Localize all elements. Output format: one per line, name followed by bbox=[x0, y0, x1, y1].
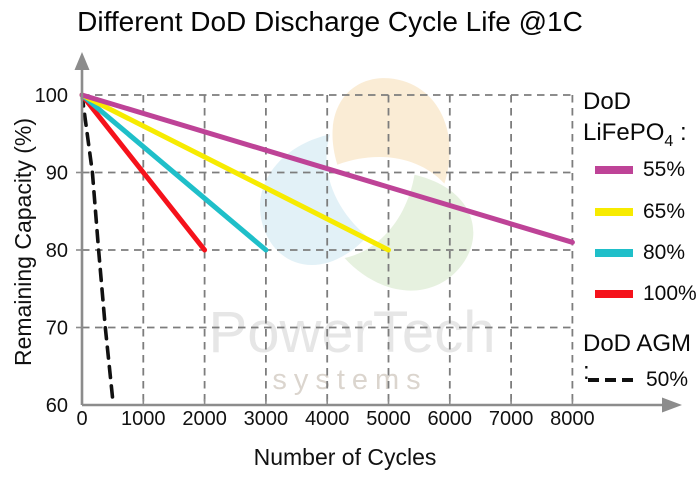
legend-title-chem-suffix: : bbox=[673, 119, 687, 146]
watermark-petal bbox=[260, 134, 368, 265]
y-tick-label: 80 bbox=[46, 240, 68, 262]
chart-title: Different DoD Discharge Cycle Life @1C bbox=[77, 6, 583, 37]
series-line-dod-lifepo4-80- bbox=[79, 92, 269, 253]
legend-item-80: 80% bbox=[583, 240, 685, 266]
legend-swatch-agm-dashed-line bbox=[588, 377, 639, 383]
legend-swatch-100-line bbox=[595, 290, 633, 298]
x-tick-label: 3000 bbox=[244, 408, 289, 430]
legend-item-100: 100% bbox=[583, 281, 697, 307]
series-line-dod-agm-50- bbox=[80, 93, 116, 407]
x-tick-label: 4000 bbox=[305, 408, 350, 430]
x-tick-label: 1000 bbox=[121, 408, 166, 430]
legend-swatch-55-line bbox=[595, 166, 633, 174]
watermark-tagline: systems bbox=[272, 364, 427, 396]
series-line-dod-lifepo4-65- bbox=[79, 92, 391, 253]
y-tick-label: 70 bbox=[46, 318, 68, 340]
legend-label-100: 100% bbox=[643, 282, 697, 305]
y-tick-label: 90 bbox=[46, 163, 68, 185]
x-tick-label: 0 bbox=[76, 408, 87, 430]
legend-label-80: 80% bbox=[643, 241, 686, 264]
legend-label-65: 65% bbox=[643, 200, 686, 223]
legend-title-dod: DoD bbox=[583, 88, 632, 115]
x-tick-label: 7000 bbox=[489, 408, 534, 430]
series-line-dod-lifepo4-100- bbox=[79, 92, 208, 253]
y-tick-label: 100 bbox=[35, 85, 68, 107]
watermark-logo bbox=[260, 78, 474, 291]
x-tick-label: 5000 bbox=[366, 408, 411, 430]
legend-lifepo4-title: DoD LiFePO4 : bbox=[583, 86, 687, 157]
watermark-petal bbox=[332, 78, 450, 184]
legend-title-chem: LiFePO bbox=[583, 119, 665, 146]
legend-item-55: 55% bbox=[583, 157, 685, 183]
x-tick-label: 2000 bbox=[182, 408, 227, 430]
legend: DoD LiFePO4 : 55% 65% 80% 100% DoD AGM :… bbox=[583, 84, 700, 482]
legend-title-chem-sub: 4 bbox=[664, 132, 674, 150]
x-axis-label: Number of Cycles bbox=[253, 444, 437, 470]
legend-item-agm-50: 50% bbox=[583, 367, 688, 393]
x-tick-label: 6000 bbox=[428, 408, 473, 430]
watermark-name: PowerTech bbox=[209, 300, 496, 365]
legend-swatch-65-line bbox=[595, 208, 633, 216]
legend-agm-title: DoD AGM : bbox=[583, 330, 692, 385]
x-tick-label: 8000 bbox=[550, 408, 595, 430]
legend-label-agm-50: 50% bbox=[646, 368, 689, 391]
series-line-dod-lifepo4-55- bbox=[79, 92, 575, 245]
y-axis-arrow-icon bbox=[74, 52, 90, 70]
legend-swatch-80-line bbox=[595, 249, 633, 257]
legend-label-55: 55% bbox=[643, 158, 686, 181]
x-axis-arrow-icon bbox=[662, 397, 682, 413]
legend-item-65: 65% bbox=[583, 199, 685, 225]
y-tick-label: 60 bbox=[46, 395, 68, 417]
